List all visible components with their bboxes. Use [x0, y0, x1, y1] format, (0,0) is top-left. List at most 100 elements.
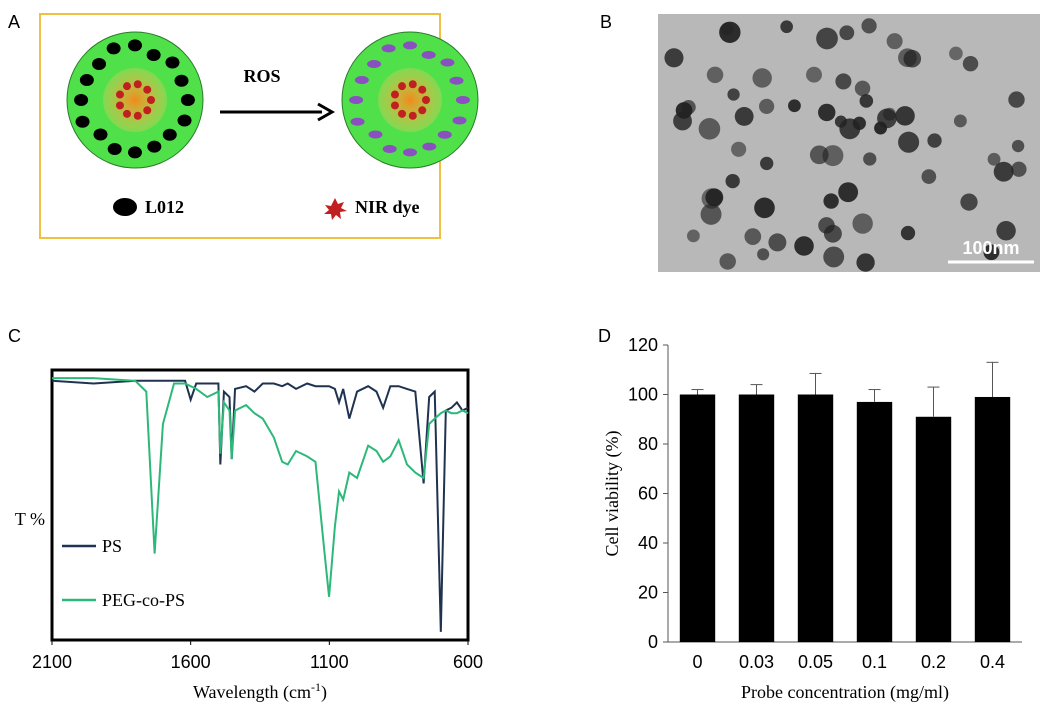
oxidized-dot — [381, 44, 396, 53]
particle — [852, 213, 873, 234]
l012-icon — [113, 198, 137, 216]
x-tick-label: 0.4 — [980, 652, 1005, 672]
oxidized-dot — [403, 41, 417, 50]
dye-dot — [143, 106, 152, 115]
particle — [727, 88, 740, 101]
spectrum-line — [52, 377, 469, 597]
particle — [921, 169, 937, 184]
bar — [797, 394, 834, 642]
l012-dot — [92, 58, 107, 71]
particle — [839, 25, 855, 41]
dye-dot — [408, 80, 417, 89]
legend-label: PS — [102, 536, 122, 556]
particle — [754, 197, 775, 219]
particle — [854, 80, 871, 97]
oxidized-dot — [350, 117, 365, 126]
dye-dot — [115, 90, 124, 99]
particle — [698, 118, 721, 140]
particle — [953, 114, 967, 128]
particle — [816, 27, 838, 50]
y-tick-label: 120 — [628, 335, 658, 355]
particle — [898, 48, 917, 68]
oxidized-dot — [349, 96, 364, 104]
particle — [823, 246, 845, 268]
particle — [861, 18, 877, 34]
particle — [838, 182, 859, 203]
x-axis-label-part: Wavelength (cm — [193, 682, 311, 703]
dye-dot — [123, 109, 131, 118]
scale-bar-label: 100nm — [962, 238, 1019, 258]
dye-dot — [133, 80, 142, 89]
particle — [675, 102, 693, 119]
l012-dot — [177, 114, 192, 127]
particle — [835, 73, 852, 90]
oxidized-dot — [382, 145, 397, 154]
l012-dot — [174, 74, 189, 87]
particle — [760, 156, 774, 171]
panel-label: C — [8, 326, 21, 346]
y-axis-label: Cell viability (%) — [602, 431, 623, 557]
oxidized-dot — [421, 50, 436, 59]
x-axis-label-part: -1 — [311, 680, 321, 694]
micelle-core — [103, 68, 167, 132]
y-tick-label: 80 — [638, 434, 658, 454]
particle — [949, 46, 963, 61]
l012-dot — [107, 143, 122, 156]
oxidized-dot — [437, 130, 452, 139]
particle — [788, 99, 801, 113]
dye-dot — [408, 111, 417, 120]
x-axis-label: Probe concentration (mg/ml) — [741, 682, 949, 703]
panel-label: B — [600, 12, 612, 32]
oxidized-dot — [422, 142, 437, 151]
particle — [706, 66, 724, 84]
l012-dot — [128, 39, 142, 52]
oxidized-dot — [403, 148, 417, 157]
x-tick-label: 1600 — [171, 652, 211, 672]
particle — [900, 225, 916, 241]
l012-dot — [146, 48, 161, 61]
schematic — [66, 31, 479, 220]
oxidized-dot — [354, 76, 369, 85]
dye-icon — [324, 198, 347, 220]
x-tick-label: 0.1 — [862, 652, 887, 672]
y-tick-label: 20 — [638, 583, 658, 603]
bar — [738, 394, 775, 642]
micelle-core — [378, 68, 442, 132]
particle — [720, 22, 734, 36]
bar — [856, 401, 893, 642]
dye-dot — [422, 96, 430, 104]
tem-image — [658, 14, 1040, 272]
dye-dot — [398, 82, 406, 91]
dye-dot — [418, 85, 427, 94]
l012-dot — [128, 146, 142, 159]
particle — [752, 68, 772, 88]
y-tick-label: 40 — [638, 533, 658, 553]
particle — [874, 121, 888, 135]
oxidized-dot — [367, 60, 382, 69]
oxidized-dot — [440, 58, 455, 67]
particle — [757, 248, 770, 261]
l012-dot — [162, 128, 177, 141]
particle — [780, 20, 793, 34]
particle — [823, 193, 839, 209]
y-tick-label: 100 — [628, 385, 658, 405]
panel-label: D — [598, 326, 611, 346]
particle — [962, 55, 979, 72]
l012-dot — [93, 128, 108, 141]
particle — [705, 188, 724, 207]
dye-dot — [390, 90, 399, 99]
x-tick-label: 0.05 — [798, 652, 833, 672]
particle — [863, 152, 877, 166]
l012-dot — [180, 94, 195, 106]
particle — [744, 228, 762, 245]
oxidized-dot — [455, 96, 470, 104]
x-tick-label: 1100 — [310, 652, 349, 672]
dye-dot — [147, 96, 155, 104]
particle — [895, 106, 915, 126]
particle — [859, 94, 874, 108]
l012-dot — [75, 115, 90, 128]
x-axis-label: Wavelength (cm-1) — [193, 680, 327, 703]
particle — [818, 103, 836, 122]
particle — [664, 48, 684, 68]
dye-dot — [398, 109, 406, 118]
